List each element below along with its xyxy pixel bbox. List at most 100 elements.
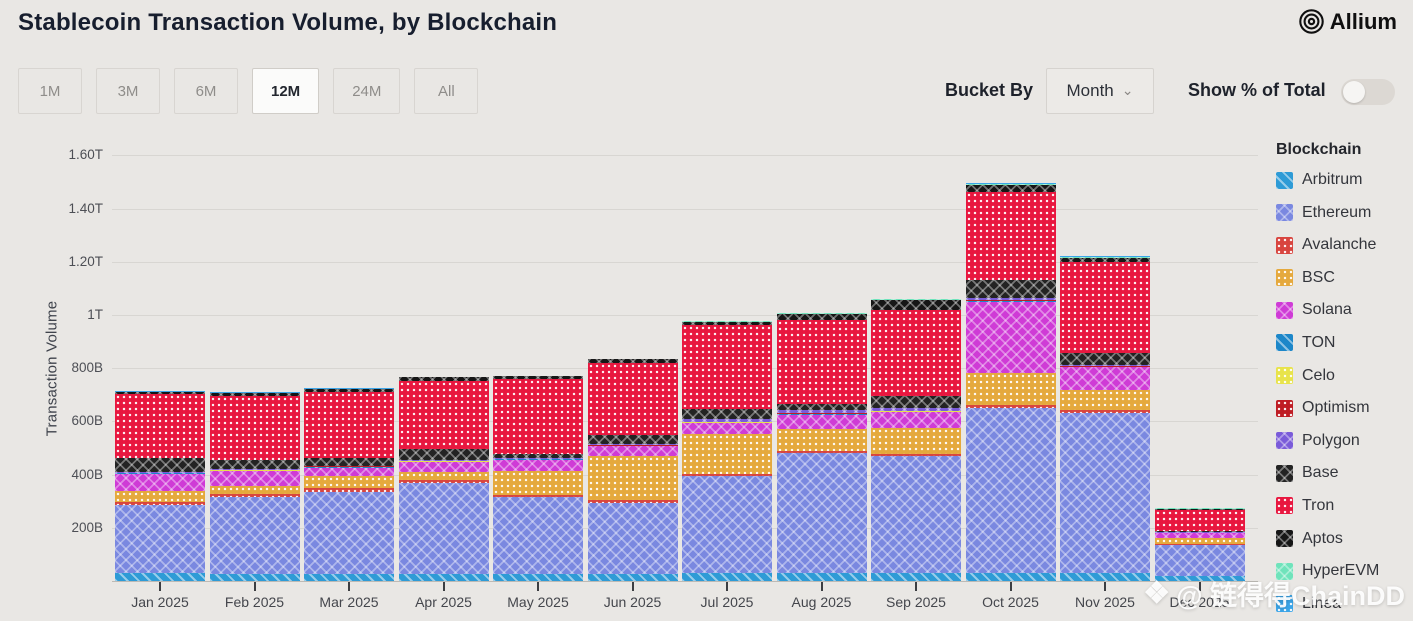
legend-item-solana[interactable]: Solana: [1276, 301, 1408, 319]
segment-base[interactable]: [493, 453, 583, 458]
segment-solana[interactable]: [1060, 367, 1150, 391]
segment-base[interactable]: [1060, 353, 1150, 365]
range-button-12m[interactable]: 12M: [252, 68, 320, 114]
segment-ton[interactable]: [965, 300, 1056, 302]
range-button-24m[interactable]: 24M: [333, 68, 401, 114]
segment-avalanche[interactable]: [965, 405, 1056, 409]
segment-arbitrum[interactable]: [871, 573, 961, 581]
segment-avalanche[interactable]: [871, 453, 961, 457]
segment-aptos[interactable]: [209, 393, 300, 396]
segment-ethereum[interactable]: [587, 502, 678, 575]
segment-tron[interactable]: [1154, 509, 1245, 531]
segment-avalanche[interactable]: [493, 494, 583, 498]
legend-item-base[interactable]: Base: [1276, 464, 1408, 482]
segment-aptos[interactable]: [587, 359, 678, 363]
segment-polygon[interactable]: [304, 465, 394, 467]
segment-linea[interactable]: [965, 183, 1056, 184]
segment-bsc[interactable]: [871, 427, 961, 454]
segment-ton[interactable]: [304, 467, 394, 468]
bar-mar-2025[interactable]: [304, 388, 394, 581]
segment-polygon[interactable]: [493, 457, 583, 459]
segment-ethereum[interactable]: [1060, 413, 1150, 574]
segment-tron[interactable]: [965, 192, 1056, 280]
legend-item-aptos[interactable]: Aptos: [1276, 530, 1408, 548]
segment-ton[interactable]: [209, 470, 300, 472]
segment-avalanche[interactable]: [209, 493, 300, 498]
segment-solana[interactable]: [115, 473, 205, 492]
segment-ton[interactable]: [776, 414, 867, 415]
segment-solana[interactable]: [209, 471, 300, 486]
legend-item-ethereum[interactable]: Ethereum: [1276, 204, 1408, 222]
range-button-6m[interactable]: 6M: [174, 68, 238, 114]
segment-base[interactable]: [682, 408, 772, 419]
segment-aptos[interactable]: [776, 313, 867, 321]
segment-optimism[interactable]: [493, 458, 583, 460]
segment-tron[interactable]: [304, 391, 394, 458]
segment-hyperevm[interactable]: [682, 321, 772, 322]
segment-arbitrum[interactable]: [776, 573, 867, 581]
segment-solana[interactable]: [965, 301, 1056, 373]
segment-bsc[interactable]: [1060, 390, 1150, 410]
range-button-3m[interactable]: 3M: [96, 68, 160, 114]
segment-solana[interactable]: [493, 460, 583, 472]
segment-bsc[interactable]: [493, 471, 583, 495]
bar-jul-2025[interactable]: [682, 320, 772, 581]
segment-avalanche[interactable]: [1154, 543, 1245, 545]
bar-apr-2025[interactable]: [398, 376, 489, 581]
segment-polygon[interactable]: [115, 471, 205, 473]
segment-avalanche[interactable]: [115, 502, 205, 506]
segment-base[interactable]: [398, 448, 489, 461]
segment-polygon[interactable]: [209, 469, 300, 470]
segment-bsc[interactable]: [209, 485, 300, 494]
segment-hyperevm[interactable]: [965, 183, 1056, 185]
segment-tron[interactable]: [115, 394, 205, 458]
segment-tron[interactable]: [398, 381, 489, 449]
segment-polygon[interactable]: [1154, 532, 1245, 533]
bar-feb-2025[interactable]: [209, 392, 300, 581]
segment-optimism[interactable]: [115, 472, 205, 474]
segment-arbitrum[interactable]: [304, 574, 394, 581]
segment-arbitrum[interactable]: [1060, 573, 1150, 581]
segment-hyperevm[interactable]: [1060, 256, 1150, 258]
segment-avalanche[interactable]: [1060, 409, 1150, 414]
segment-ethereum[interactable]: [965, 408, 1056, 574]
segment-ton[interactable]: [682, 422, 772, 424]
segment-bsc[interactable]: [1154, 538, 1245, 544]
segment-polygon[interactable]: [871, 408, 961, 411]
segment-solana[interactable]: [776, 414, 867, 430]
segment-ethereum[interactable]: [304, 491, 394, 575]
segment-optimism[interactable]: [776, 413, 867, 414]
legend-item-linea[interactable]: Linea: [1276, 595, 1408, 613]
segment-aptos[interactable]: [115, 391, 205, 395]
segment-avalanche[interactable]: [776, 450, 867, 454]
range-button-all[interactable]: All: [414, 68, 479, 114]
segment-base[interactable]: [965, 279, 1056, 298]
segment-ton[interactable]: [115, 473, 205, 474]
segment-arbitrum[interactable]: [965, 573, 1056, 581]
segment-hyperevm[interactable]: [871, 299, 961, 300]
segment-aptos[interactable]: [1060, 257, 1150, 262]
segment-polygon[interactable]: [587, 444, 678, 446]
legend-item-avalanche[interactable]: Avalanche: [1276, 236, 1408, 254]
bar-aug-2025[interactable]: [776, 312, 867, 581]
segment-optimism[interactable]: [587, 445, 678, 446]
bar-oct-2025[interactable]: [965, 183, 1056, 581]
segment-arbitrum[interactable]: [682, 573, 772, 581]
segment-aptos[interactable]: [1154, 508, 1245, 510]
show-pct-toggle[interactable]: [1341, 79, 1395, 105]
segment-ethereum[interactable]: [776, 453, 867, 574]
segment-base[interactable]: [304, 457, 394, 466]
segment-ton[interactable]: [493, 459, 583, 460]
segment-solana[interactable]: [682, 423, 772, 435]
segment-base[interactable]: [1154, 530, 1245, 533]
segment-bsc[interactable]: [965, 372, 1056, 406]
segment-aptos[interactable]: [965, 184, 1056, 193]
segment-tron[interactable]: [587, 362, 678, 435]
segment-ton[interactable]: [587, 445, 678, 447]
segment-optimism[interactable]: [1060, 366, 1150, 367]
segment-arbitrum[interactable]: [209, 574, 300, 581]
legend-item-ton[interactable]: TON: [1276, 334, 1408, 352]
segment-bsc[interactable]: [398, 471, 489, 480]
legend-item-polygon[interactable]: Polygon: [1276, 432, 1408, 450]
segment-ethereum[interactable]: [115, 505, 205, 574]
